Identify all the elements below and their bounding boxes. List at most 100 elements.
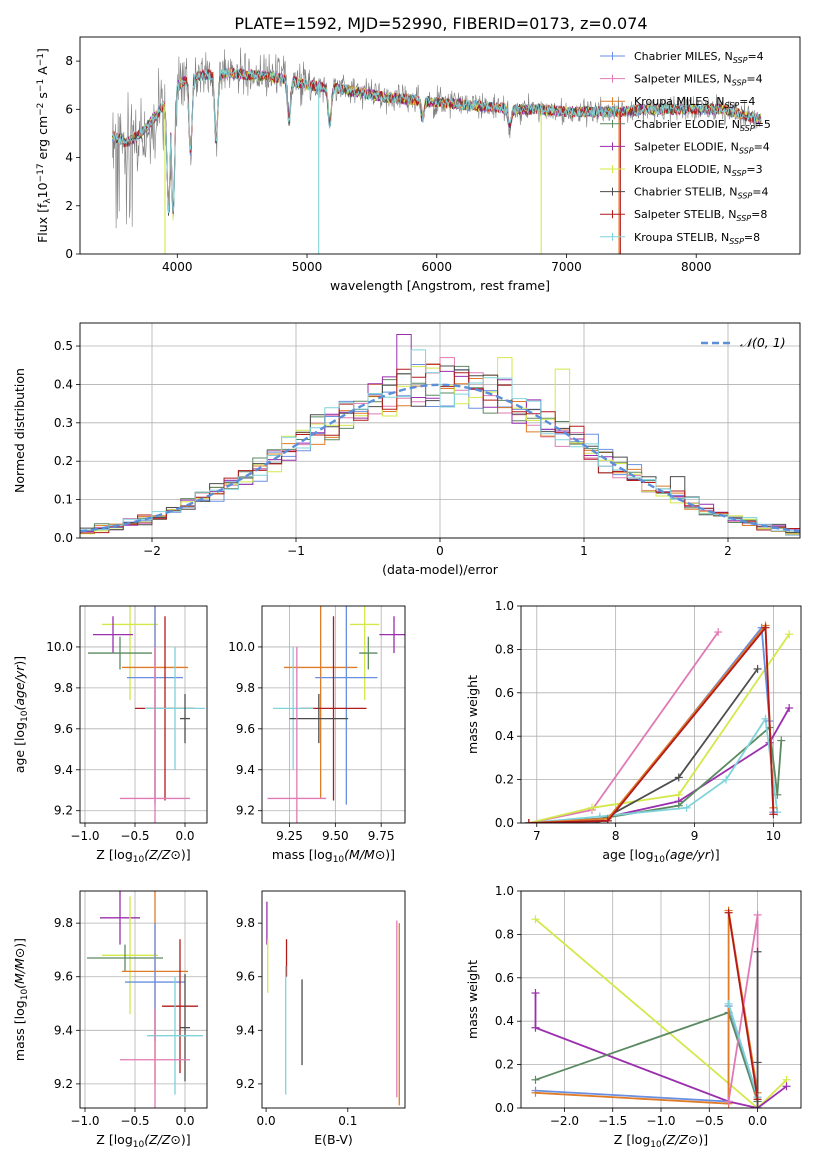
label-sub: 10 (20, 989, 30, 1001)
tick-label-x: −1.0 (646, 1114, 675, 1128)
weight-point (682, 803, 691, 812)
label-part: Flux [f (35, 203, 50, 243)
tick-label-x: −2.0 (550, 1114, 579, 1128)
tick-label-y: 9.4 (54, 1023, 73, 1037)
tick-label-x: 9 (691, 829, 699, 843)
legend-text: Salpeter ELODIE, N (634, 140, 739, 153)
label-part: (M/M⊙ (12, 948, 27, 989)
legend-text: Kroupa MILES, N (634, 95, 724, 108)
tick-label-y: 9.4 (236, 763, 255, 777)
weight-point (753, 910, 762, 919)
label-part: (M/M⊙ (344, 847, 385, 862)
tick-label-y: 0.0 (495, 816, 514, 830)
grid (80, 606, 207, 823)
tick-label-y: 9.8 (54, 681, 73, 695)
legend-sub: SSP (733, 56, 748, 65)
errorbar-point (93, 616, 133, 654)
label-part: (Z/Z⊙ (144, 847, 181, 862)
grid (80, 891, 207, 1108)
label-part: )] (698, 1132, 708, 1147)
x-axis-label: wavelength [Angstrom, rest frame] (330, 278, 550, 293)
plot-content (80, 334, 800, 536)
axes-frame (261, 890, 406, 1109)
errorbar-point (120, 1008, 190, 1108)
label-part: )] (12, 656, 27, 666)
x-axis-label: mass [log10(M/M⊙)] (272, 847, 395, 865)
tick-label-y: 0.6 (495, 686, 514, 700)
spectrum-data-line (112, 47, 762, 229)
y-axis-label: mass weight (465, 960, 480, 1039)
tick-label-y: 2 (65, 199, 73, 213)
plot-residuals: −2 −1 0 1 2 0.0 0.1 0.2 0.3 0.4 0.5 (data-model)/er… (12, 322, 801, 577)
plot-content (87, 891, 203, 1108)
plot-content (266, 901, 400, 1106)
legend-text: Kroupa STELIB, N (634, 231, 729, 244)
tick-label-y: 9.6 (236, 722, 255, 736)
weight-point (722, 775, 731, 784)
weight-point (724, 1097, 733, 1106)
tick-label-x: −1.0 (70, 829, 99, 843)
axes-frame (79, 890, 208, 1109)
label-part: −1 (36, 53, 46, 66)
legend-sub: SSP (738, 192, 753, 201)
label-part: s (35, 92, 50, 103)
label-part: (age/yr (12, 665, 27, 711)
label-part: )] (385, 847, 395, 862)
tick-label-x: 0 (436, 544, 444, 558)
label-sub: 10 (133, 1140, 145, 1150)
plot-content (88, 606, 205, 823)
weight-point (603, 816, 612, 823)
errorbar-point (147, 976, 203, 1095)
axes-frame (520, 605, 802, 824)
tick-label-x: 0.1 (338, 1114, 357, 1128)
legend-label: Salpeter ELODIE, NSSP=4 (634, 140, 770, 155)
errorbar-point (267, 646, 327, 823)
errorbar-point (359, 636, 378, 670)
errorbar-point (102, 896, 158, 1015)
weight-point (531, 1088, 540, 1097)
x-axis-label: E(B-V) (314, 1132, 353, 1147)
errorbar-point (87, 944, 163, 972)
tick-label-y: 0.2 (495, 773, 514, 787)
tick-label-y: 9.4 (236, 1023, 255, 1037)
plot-age-vs-mass: 9.25 9.50 9.75 9.2 9.4 9.6 9.8 10.0 mass [log10(… (228, 605, 406, 865)
tick-label-y: 0.0 (54, 531, 73, 545)
tick-label-y: 9.8 (236, 681, 255, 695)
tick-label-x: 9.50 (322, 829, 349, 843)
tick-label-x: 9.75 (368, 829, 395, 843)
legend-label: Kroupa MILES, NSSP=4 (634, 95, 755, 110)
label-part: Z [log (96, 847, 132, 862)
legend-label: 𝒩(0, 1) (740, 335, 786, 350)
figure-title: PLATE=1592, MJD=52990, FIBERID=0173, z=0… (234, 14, 647, 33)
legend-text: Salpeter STELIB, N (634, 208, 736, 221)
label-sub: 10 (133, 855, 145, 865)
tick-label-y: 4 (65, 151, 73, 165)
tick-label-x: 0.0 (748, 1114, 767, 1128)
histogram-step (80, 349, 800, 532)
tick-label-y: 10.0 (46, 640, 73, 654)
tick-label-x: 9.25 (276, 829, 303, 843)
axes-frame (79, 605, 208, 824)
label-part: −2 (36, 103, 46, 116)
weight-point (769, 810, 778, 819)
y-axis-label: Normed distribution (12, 368, 27, 493)
tick-label-y: 9.8 (54, 916, 73, 930)
tick-label-x: −1.5 (598, 1114, 627, 1128)
plot-weight-vs-Z: −2.0 −1.5 −1.0 −0.5 0.0 0.0 0.2 0.4 0.6 0.8 1.0 Z [… (465, 884, 802, 1150)
errorbar-point (120, 646, 190, 823)
tick-label-y: 0 (65, 247, 73, 261)
label-part: age [log (12, 722, 27, 773)
label-part: mass [log (12, 1000, 27, 1061)
x-axis-label: Z [log10(Z/Z⊙)] (614, 1132, 708, 1150)
label-part: )] (181, 847, 191, 862)
tick-label-y: 9.2 (236, 804, 255, 818)
legend-suffix: =4 (739, 95, 755, 108)
weight-line (534, 918, 788, 1108)
tick-label-y: 6 (65, 102, 73, 116)
legend-text: Salpeter MILES, N (634, 73, 732, 86)
plot-content (531, 906, 791, 1108)
y-axis-label: mass [log10(M/M⊙)] (12, 938, 30, 1061)
label-part: ] (35, 48, 50, 53)
plot-mass-vs-ebv: 0.0 0.1 9.2 9.4 9.6 9.8 E(B-V) (236, 890, 406, 1147)
label-part: (Z/Z⊙ (662, 1132, 699, 1147)
